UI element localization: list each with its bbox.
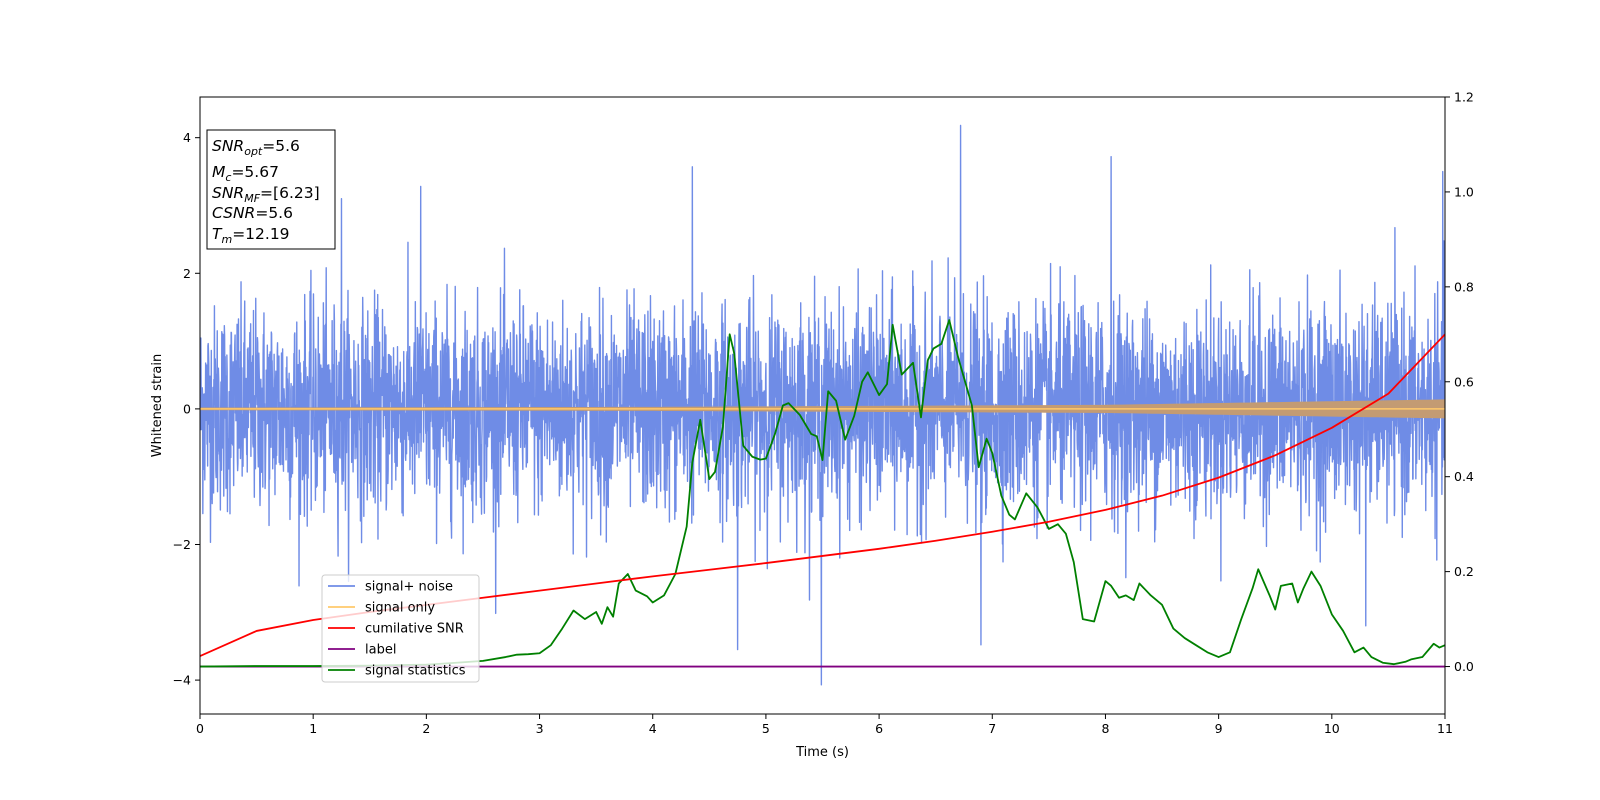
info-value: =12.19 [232, 225, 289, 243]
info-box: SNRopt=5.6Mc=5.67SNRMF=[6.23]CSNR=5.6Tm=… [206, 129, 336, 250]
x-tick-label: 4 [649, 721, 657, 736]
info-line: SNRMF=[6.23] [212, 184, 320, 205]
legend: signal+ noise signal only cumilative SNR la… [321, 574, 480, 683]
info-subscript: m [221, 233, 232, 246]
axes: 0 1 2 3 4 5 6 7 8 9 10 11 −4 −2 0 2 4 0.0 0.2 0.4 0.6 0.8 1.0 1… [173, 90, 1474, 737]
y2-tick-label: 0.8 [1454, 279, 1474, 294]
info-subscript: opt [244, 145, 263, 158]
info-box-frame [206, 129, 336, 250]
legend-signal-statistics-label: signal statistics [365, 664, 466, 679]
info-value: =5.6 [255, 204, 293, 222]
info-line: Tm=12.19 [212, 225, 290, 246]
y2-tick-label: 1.2 [1454, 90, 1474, 105]
y-axis-label: Whitened strain [150, 354, 165, 457]
x-tick-label: 10 [1324, 721, 1340, 736]
y-tick-label: 4 [183, 130, 191, 145]
info-symbol: T [212, 225, 223, 243]
info-line: Mc=5.67 [212, 163, 279, 184]
y2-tick-label: 0.0 [1454, 659, 1474, 674]
info-value: =[6.23] [260, 184, 320, 202]
x-tick-label: 11 [1437, 721, 1453, 736]
info-value: =5.67 [231, 163, 279, 181]
x-tick-label: 2 [422, 721, 430, 736]
info-symbol: CSNR [212, 204, 255, 222]
legend-signal-noise-label: signal+ noise [365, 580, 453, 595]
x-tick-label: 3 [536, 721, 544, 736]
info-symbol: SNR [212, 137, 244, 155]
legend-signal-only-label: signal only [365, 601, 435, 616]
y2-tick-label: 0.2 [1454, 564, 1474, 579]
series-signal-statistics [200, 319, 1445, 668]
y2-tick-label: 1.0 [1454, 184, 1474, 199]
info-value: =5.6 [262, 137, 300, 155]
info-subscript: MF [244, 192, 260, 205]
x-tick-label: 8 [1101, 721, 1109, 736]
x-axis-label: Time (s) [795, 745, 849, 760]
legend-label-label: label [365, 643, 396, 658]
info-line: SNRopt=5.6 [212, 137, 300, 158]
info-subscript: c [225, 171, 231, 184]
legend-cumulative-snr-label: cumilative SNR [365, 622, 464, 637]
x-tick-label: 1 [309, 721, 317, 736]
info-symbol: M [212, 163, 225, 181]
info-line: CSNR=5.6 [212, 204, 293, 222]
y-tick-label: 2 [183, 266, 191, 281]
y2-tick-label: 0.6 [1454, 374, 1474, 389]
y-tick-label: −4 [173, 673, 191, 688]
axes-frame [199, 96, 1446, 715]
y-tick-label: −2 [173, 537, 191, 552]
y2-tick-label: 0.4 [1454, 469, 1474, 484]
legend-frame [321, 574, 480, 683]
x-tick-label: 0 [196, 721, 204, 736]
y-tick-label: 0 [183, 401, 191, 416]
x-tick-label: 9 [1215, 721, 1223, 736]
x-tick-label: 6 [875, 721, 883, 736]
info-symbol: SNR [212, 184, 244, 202]
x-tick-label: 5 [762, 721, 770, 736]
x-tick-label: 7 [988, 721, 996, 736]
